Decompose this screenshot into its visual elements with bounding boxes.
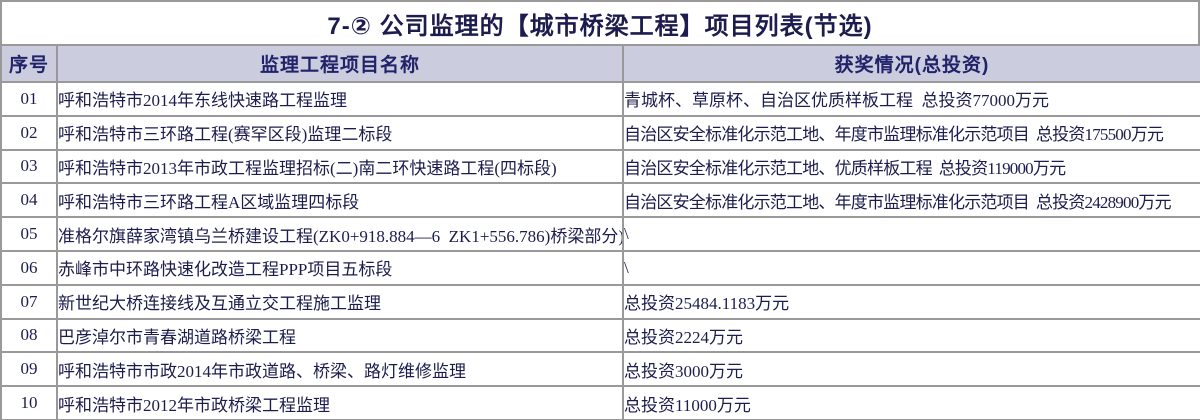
project-name-cell: 新世纪大桥连接线及互通立交工程施工监理 xyxy=(56,283,624,320)
table-header: 序号 监理工程项目名称 获奖情况(总投资) xyxy=(0,44,1200,83)
table-row: 03 呼和浩特市2013年市政工程监理招标(二)南二环快速路工程(四标段) 自治区安… xyxy=(0,148,1200,185)
award-cell: 自治区安全标准化示范工地、年度市监理标准化示范项目 总投资2428900万元 xyxy=(622,182,1200,219)
award-cell: 总投资11000万元 xyxy=(622,385,1200,420)
table-row: 01 呼和浩特市2014年东线快速路工程监理 青城杯、草原杯、自治区优质样板工程 总… xyxy=(0,81,1200,117)
seq-cell: 06 xyxy=(0,249,58,286)
seq-cell: 10 xyxy=(0,385,58,420)
table-row: 05 准格尔旗薛家湾镇乌兰桥建设工程(ZK0+918.884—6 ZK1+556.… xyxy=(0,216,1200,252)
table-row: 02 呼和浩特市三环路工程(赛罕区段)监理二标段 自治区安全标准化示范工地、年度市监… xyxy=(0,114,1200,151)
award-cell: 青城杯、草原杯、自治区优质样板工程 总投资77000万元 xyxy=(622,81,1200,117)
column-header-seq: 序号 xyxy=(0,44,58,83)
award-cell: \ xyxy=(622,216,1200,252)
table-body: 01 呼和浩特市2014年东线快速路工程监理 青城杯、草原杯、自治区优质样板工程 总… xyxy=(0,81,1200,420)
project-name-cell: 呼和浩特市市政2014年市政道路、桥梁、路灯维修监理 xyxy=(56,351,624,388)
award-cell: 总投资25484.1183万元 xyxy=(622,283,1200,320)
seq-cell: 04 xyxy=(0,182,58,219)
award-cell: 自治区安全标准化示范工地、年度市监理标准化示范项目 总投资175500万元 xyxy=(622,114,1200,151)
table-row: 07 新世纪大桥连接线及互通立交工程施工监理 总投资25484.1183万元 xyxy=(0,283,1200,320)
seq-cell: 02 xyxy=(0,114,58,151)
project-name-cell: 呼和浩特市2014年东线快速路工程监理 xyxy=(56,81,624,117)
seq-cell: 08 xyxy=(0,317,58,354)
column-header-award: 获奖情况(总投资) xyxy=(622,44,1200,83)
project-table: 序号 监理工程项目名称 获奖情况(总投资) 01 呼和浩特市2014年东线快速路工… xyxy=(0,44,1200,420)
award-cell: 总投资3000万元 xyxy=(622,351,1200,388)
project-name-cell: 呼和浩特市三环路工程(赛罕区段)监理二标段 xyxy=(56,114,624,151)
seq-cell: 03 xyxy=(0,148,58,185)
project-name-cell: 呼和浩特市2013年市政工程监理招标(二)南二环快速路工程(四标段) xyxy=(56,148,624,185)
project-name-cell: 呼和浩特市2012年市政桥梁工程监理 xyxy=(56,385,624,420)
table-row: 04 呼和浩特市三环路工程A区域监理四标段 自治区安全标准化示范工地、年度市监理标准… xyxy=(0,182,1200,219)
award-cell: 自治区安全标准化示范工地、优质样板工程 总投资119000万元 xyxy=(622,148,1200,185)
header-row: 序号 监理工程项目名称 获奖情况(总投资) xyxy=(0,44,1200,83)
seq-cell: 01 xyxy=(0,81,58,117)
project-name-cell: 呼和浩特市三环路工程A区域监理四标段 xyxy=(56,182,624,219)
award-cell: 总投资2224万元 xyxy=(622,317,1200,354)
table-row: 06 赤峰市中环路快速化改造工程PPP项目五标段 \ xyxy=(0,249,1200,286)
column-header-project-name: 监理工程项目名称 xyxy=(56,44,624,83)
project-name-cell: 巴彦淖尔市青春湖道路桥梁工程 xyxy=(56,317,624,354)
project-name-cell: 准格尔旗薛家湾镇乌兰桥建设工程(ZK0+918.884—6 ZK1+556.78… xyxy=(56,216,624,252)
seq-cell: 05 xyxy=(0,216,58,252)
award-cell: \ xyxy=(622,249,1200,286)
table-row: 09 呼和浩特市市政2014年市政道路、桥梁、路灯维修监理 总投资3000万元 xyxy=(0,351,1200,388)
table-row: 08 巴彦淖尔市青春湖道路桥梁工程 总投资2224万元 xyxy=(0,317,1200,354)
seq-cell: 07 xyxy=(0,283,58,320)
seq-cell: 09 xyxy=(0,351,58,388)
project-name-cell: 赤峰市中环路快速化改造工程PPP项目五标段 xyxy=(56,249,624,286)
table-row: 10 呼和浩特市2012年市政桥梁工程监理 总投资11000万元 xyxy=(0,385,1200,420)
page-title: 7-② 公司监理的【城市桥梁工程】项目列表(节选) xyxy=(0,0,1200,44)
